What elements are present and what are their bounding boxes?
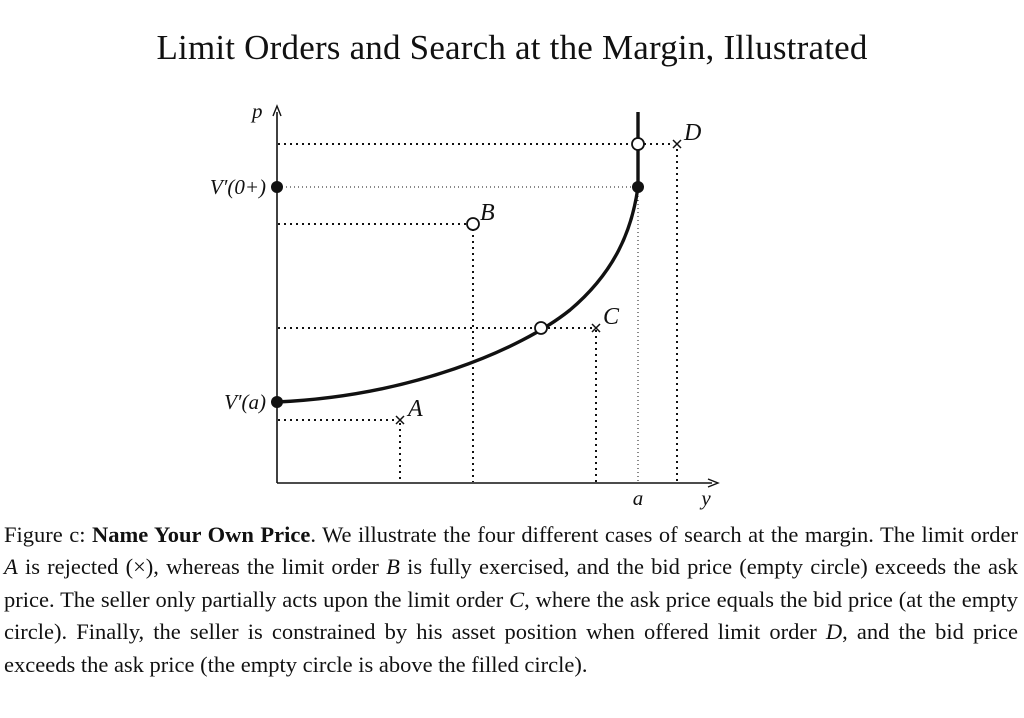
point-label-d: D [683, 120, 701, 146]
fine-guide-lines [278, 186, 639, 482]
filled-circle-v0plus [271, 181, 283, 193]
cross-a [395, 415, 405, 425]
filled-circle-a-v0plus [632, 181, 644, 193]
caption-var-d: D [825, 619, 843, 645]
y-axis-label: p [250, 99, 263, 123]
caption-text-5: , and the bid price exceeds the ask pric… [4, 619, 1018, 677]
cross-markers [395, 139, 682, 425]
empty-circle-d [631, 137, 645, 151]
caption-text-4: , where the ask price equals the bid pri… [4, 586, 1019, 645]
caption-text-2: is rejected (×), whereas the limit order [17, 554, 387, 580]
point-label-c: C [603, 304, 620, 330]
x-axis-arrowhead [707, 478, 720, 488]
point-label-b: B [480, 200, 495, 226]
axes [272, 104, 720, 488]
empty-circle-c [534, 321, 548, 335]
label-v-zero-plus: V′(0+) [210, 175, 266, 199]
caption-var-a: A [4, 554, 18, 580]
empty-circle-b [466, 217, 480, 231]
caption-text-3: is fully exercised, and the bid price (e… [4, 554, 1019, 612]
label-v-a: V′(a) [224, 390, 266, 414]
filled-circle-va [271, 396, 283, 408]
figure-caption: Figure c: Name Your Own Price. We illust… [4, 519, 1018, 681]
caption-bold-title: Name Your Own Price [92, 522, 311, 547]
caption-text-1: . We illustrate the four different cases… [310, 522, 1019, 547]
x-axis-label: y [699, 486, 711, 510]
caption-var-b: B [386, 554, 400, 580]
caption-figure-label: Figure c: [4, 522, 86, 547]
y-axis-arrowhead [272, 104, 282, 117]
caption-var-c: C [509, 586, 525, 612]
cross-d [672, 139, 682, 149]
cross-c [591, 323, 601, 333]
page-title: Limit Orders and Search at the Margin, I… [156, 28, 868, 67]
price-quantity-diagram: p V′(0+) V′(a) a y D B C A [210, 99, 720, 510]
point-label-a: A [406, 396, 423, 422]
guide-lines [278, 143, 678, 482]
x-tick-label-a: a [633, 486, 644, 510]
marginal-value-curve [276, 186, 640, 404]
